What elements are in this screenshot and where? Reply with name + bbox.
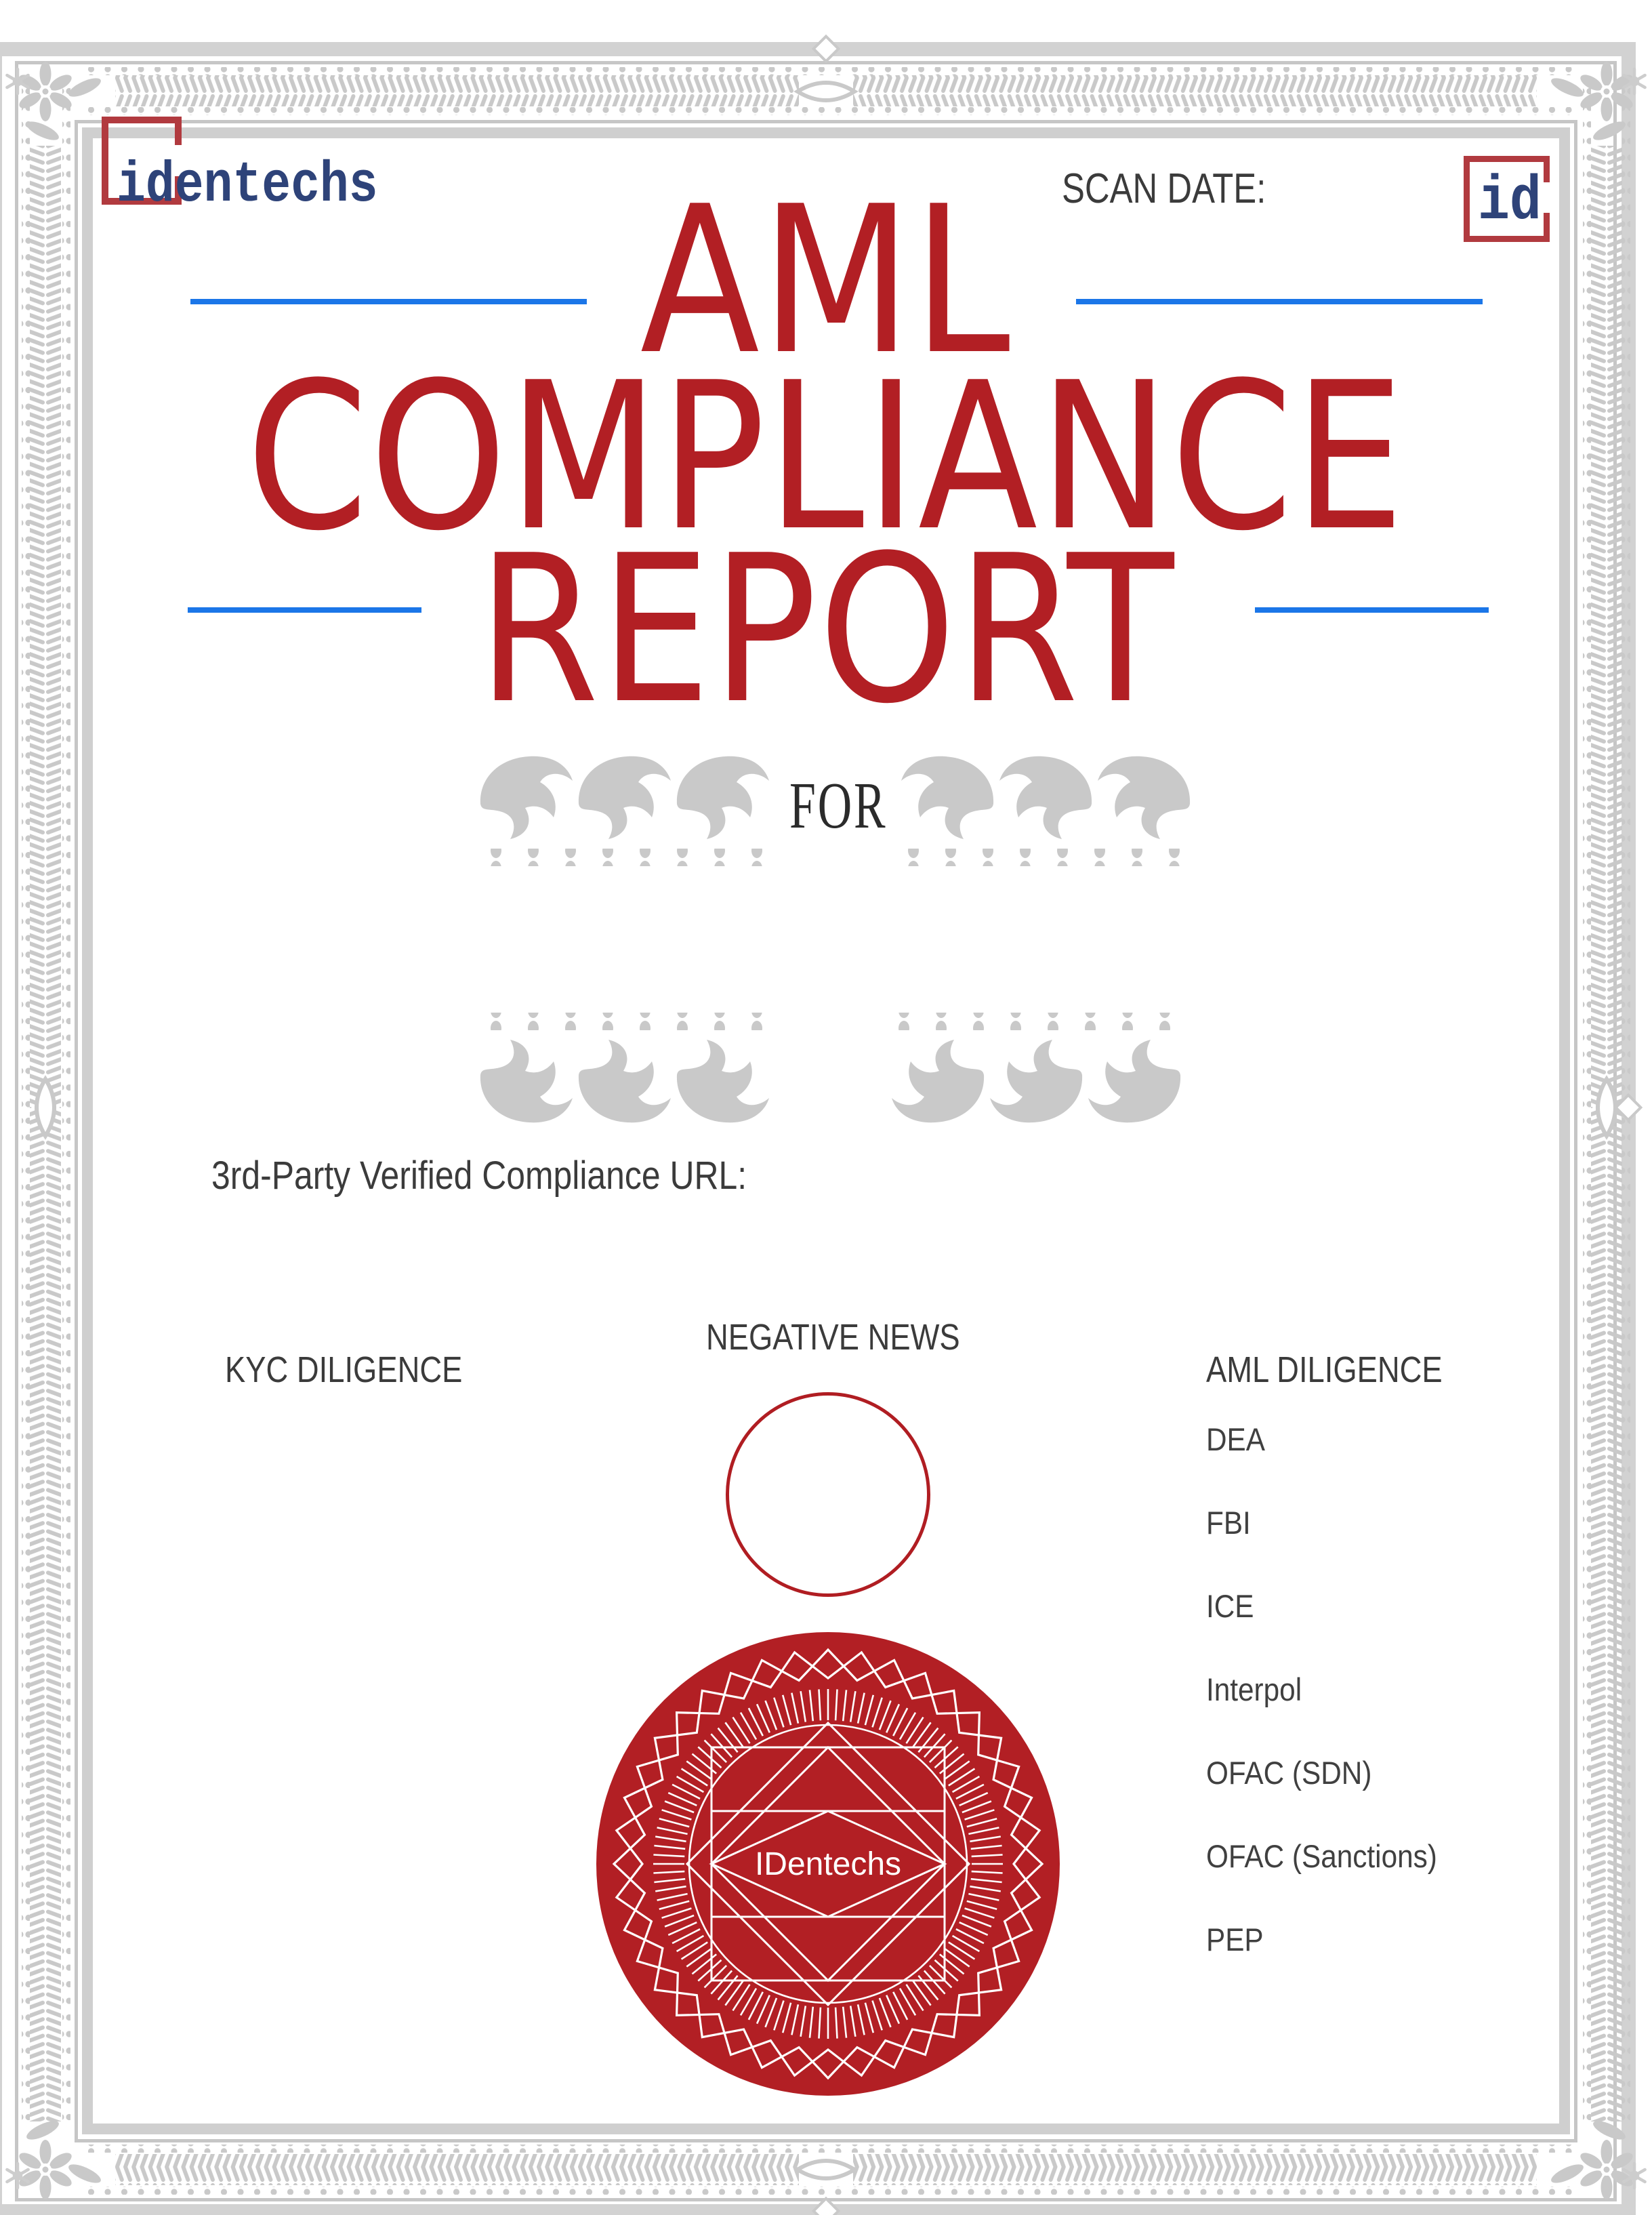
list-item: OFAC (Sanctions) [1206,1838,1437,1874]
title-rule-right-1 [1076,299,1483,304]
seal-ornaments [596,1632,1060,2096]
list-item: Interpol [1206,1671,1302,1707]
title-rule-left-2 [188,607,421,613]
corner-id-text: id [1478,166,1542,237]
brand-logo-text: identechs [117,158,424,215]
brand-logo-label: identechs [117,154,378,218]
brand-logo-bracket [102,117,182,205]
title-line-2: COMPLIANCE [246,339,1406,575]
flourish-top-left [480,756,770,866]
list-item: FBI [1206,1505,1251,1541]
section-aml-diligence: AML DILIGENCE [1206,1349,1443,1390]
section-negative-news: NEGATIVE NEWS [706,1317,960,1358]
corner-id-box [1464,156,1550,242]
flourish-bottom-right [890,1013,1181,1123]
border-dot-rows [22,67,1630,2195]
flourish-top-right [900,756,1191,866]
scan-date-label: SCAN DATE: [1062,165,1266,212]
title-rule-right-2 [1255,607,1489,613]
list-item: DEA [1206,1421,1265,1457]
list-item: OFAC (SDN) [1206,1755,1372,1791]
title-line-3: REPORT [477,512,1175,748]
section-kyc-diligence: KYC DILIGENCE [225,1349,463,1390]
negative-news-circle [726,1392,930,1597]
flourish-bottom-left [480,1013,770,1123]
for-label: FOR [789,769,888,842]
verified-url-label: 3rd-Party Verified Compliance URL: [211,1154,747,1198]
title-rule-left-1 [190,299,587,304]
border-inner-frame [75,120,1577,2142]
list-item: PEP [1206,1922,1264,1957]
border-chevron-band [30,75,1622,2185]
seal-graphic: IDentechs [596,1632,1060,2096]
seal-text: IDentechs [755,1846,901,1882]
list-item: ICE [1206,1588,1254,1624]
title-line-1: AML [640,163,1012,399]
